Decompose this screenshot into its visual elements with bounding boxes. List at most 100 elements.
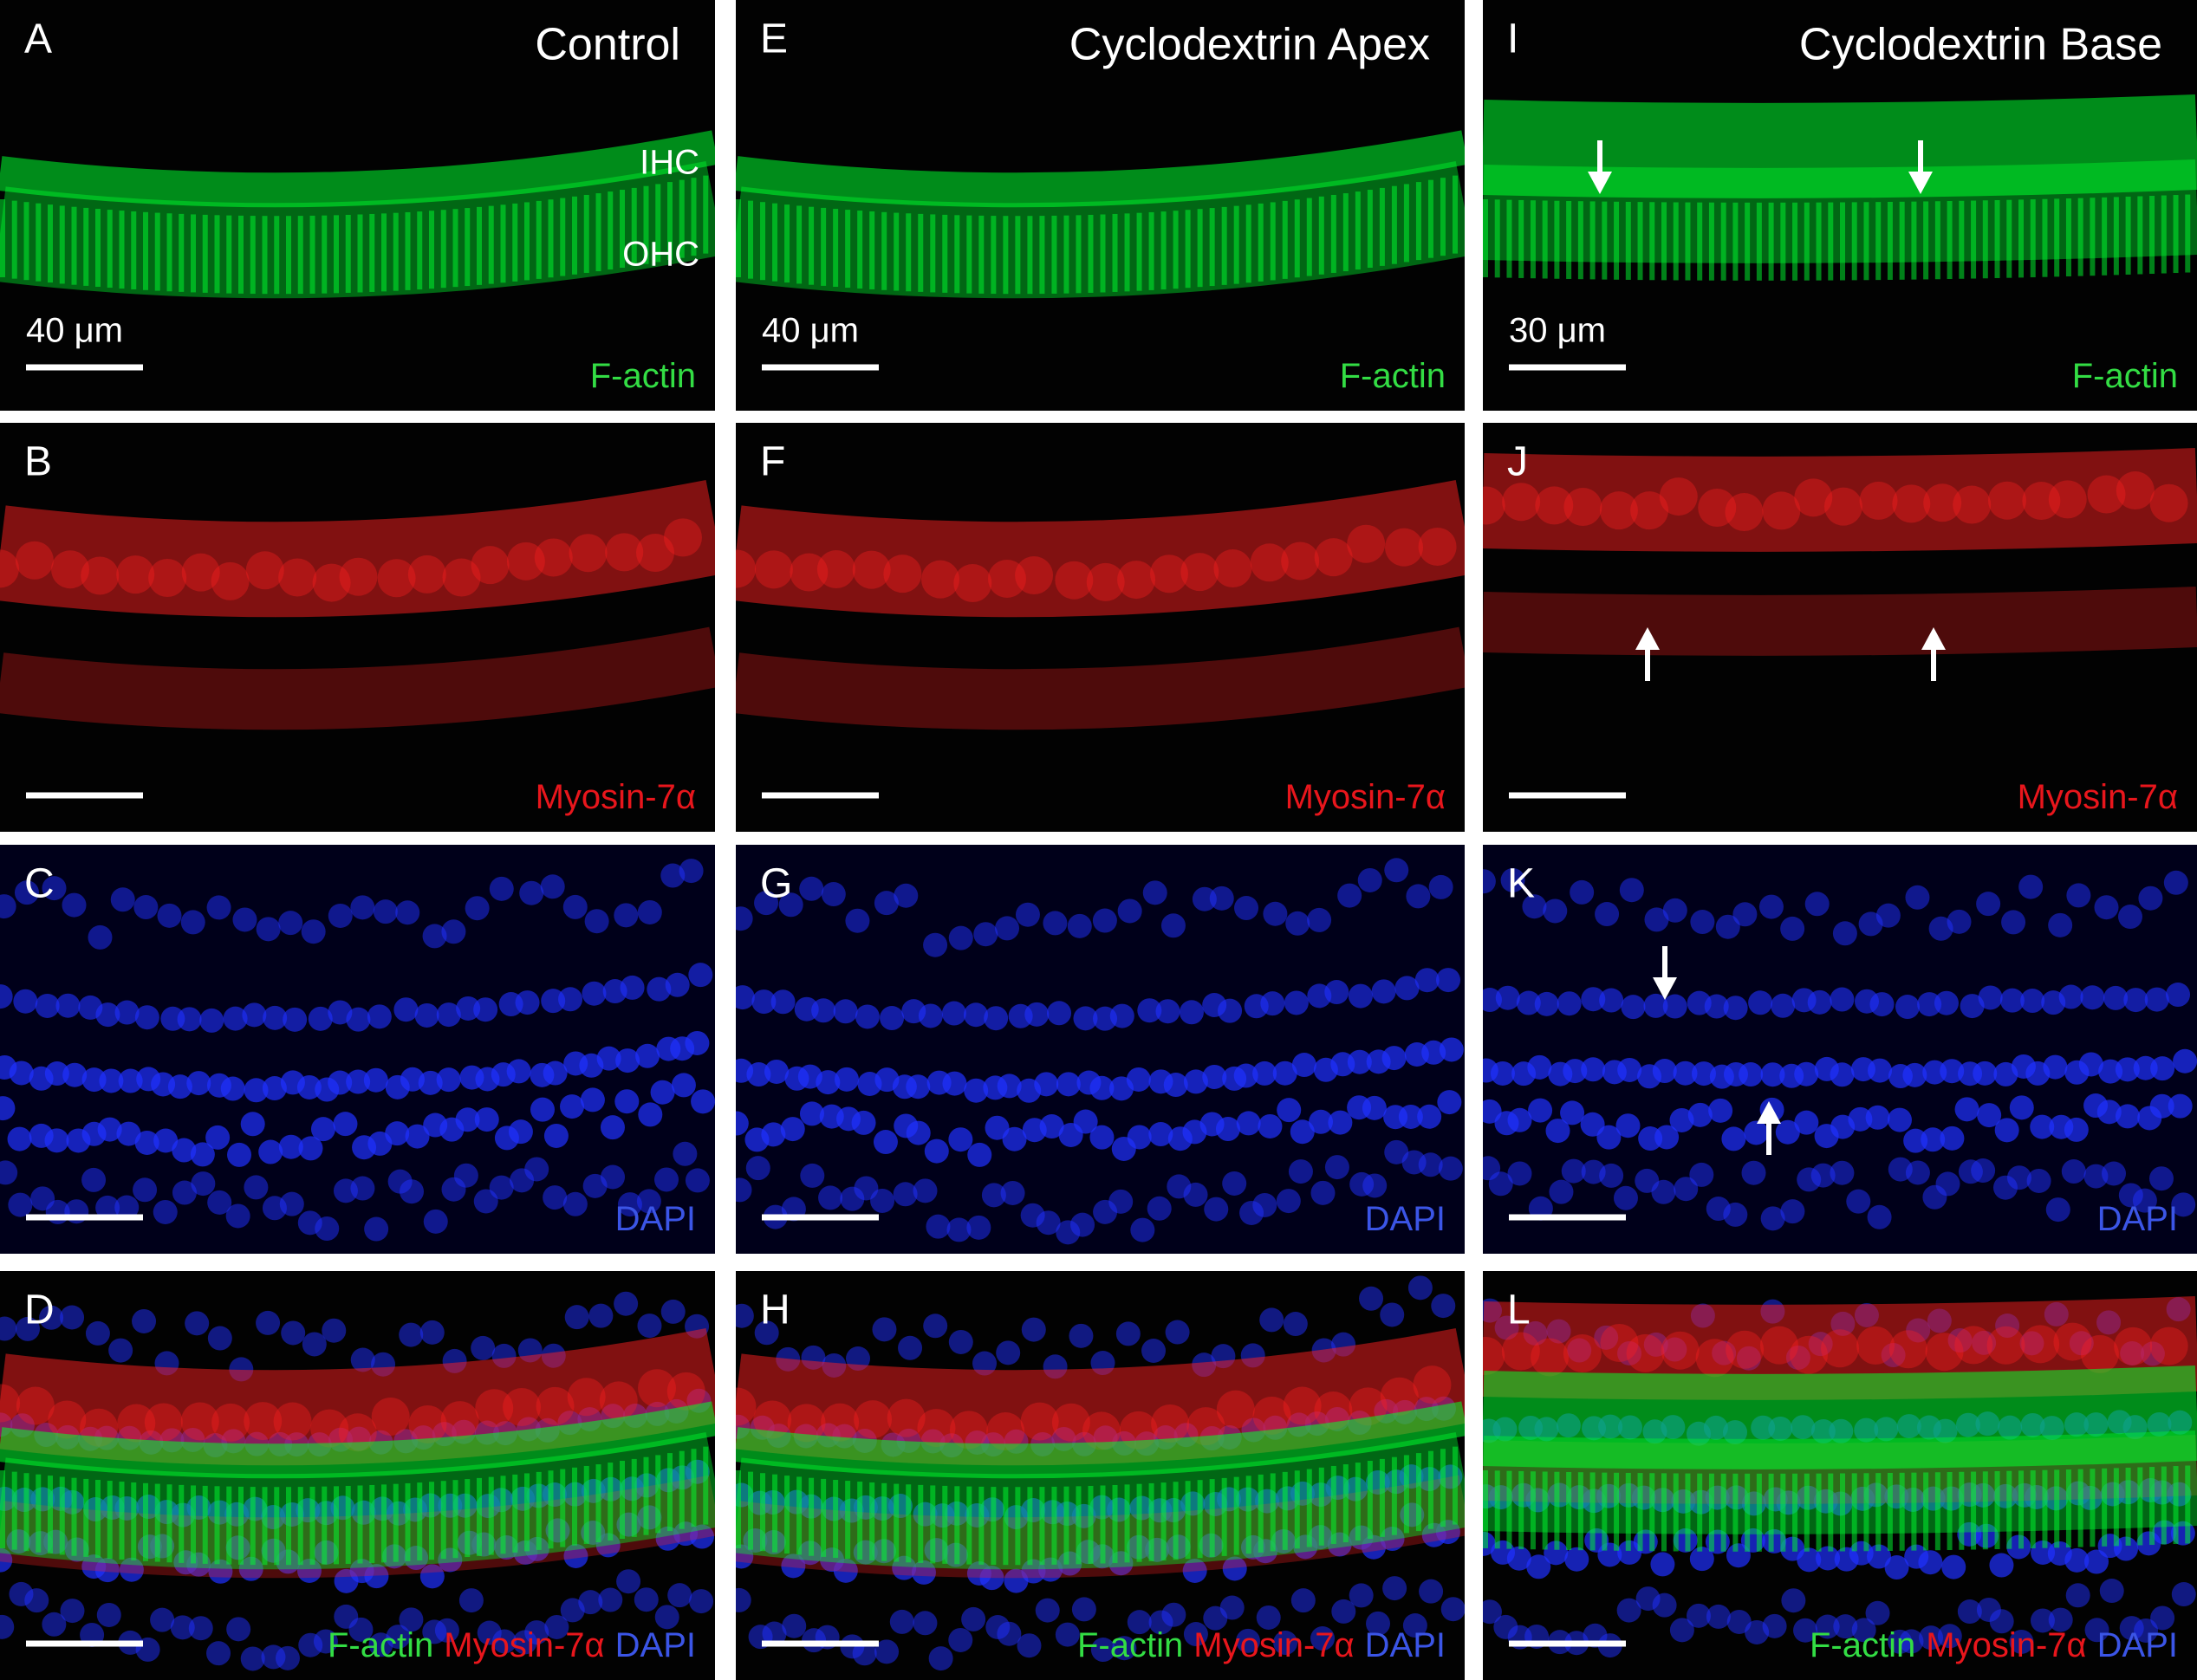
- stereocilia: [309, 215, 315, 294]
- cell-nucleus: [1362, 1534, 1387, 1560]
- stereocilia: [1100, 1485, 1106, 1564]
- cell-nucleus: [15, 541, 54, 580]
- stereocilia: [691, 1449, 697, 1528]
- channel-name: Myosin-7α: [1926, 1626, 2086, 1664]
- stereocilia: [465, 208, 471, 287]
- cell-nucleus: [1564, 1547, 1589, 1572]
- stereocilia: [1452, 175, 1458, 254]
- cell-nucleus: [1209, 885, 1234, 911]
- cell-nucleus: [405, 1124, 430, 1149]
- arrow-head: [1921, 627, 1946, 650]
- cell-nucleus: [1163, 1073, 1188, 1098]
- cell-nucleus: [754, 550, 793, 589]
- cell-nucleus: [524, 1620, 549, 1645]
- cell-nucleus: [691, 1089, 715, 1114]
- channel-label: Myosin-7α: [1285, 778, 1446, 816]
- cell-nucleus: [296, 1558, 322, 1583]
- cell-nucleus: [1222, 1556, 1247, 1581]
- cell-nucleus: [1867, 1204, 1892, 1229]
- stereocilia: [2006, 1470, 2012, 1549]
- panel-letter: B: [24, 439, 52, 485]
- stereocilia: [1971, 200, 1977, 279]
- tissue-band: [0, 626, 715, 730]
- cell-nucleus: [638, 1369, 677, 1408]
- stereocilia: [796, 1476, 803, 1555]
- stereocilia: [1720, 202, 1726, 281]
- stereocilia: [2065, 198, 2071, 276]
- image-panel: E Cyclodextrin Apex F-actin 40 μm: [736, 0, 1465, 411]
- cell-nucleus: [256, 1310, 281, 1335]
- cell-nucleus: [2171, 1582, 2196, 1607]
- cell-nucleus: [1830, 1160, 1855, 1185]
- cell-nucleus: [1775, 1119, 1800, 1145]
- cell-nucleus: [654, 1605, 679, 1630]
- cell-nucleus: [81, 556, 120, 595]
- stereocilia: [2054, 1469, 2060, 1548]
- cell-nucleus: [1002, 1126, 1027, 1151]
- cell-nucleus: [615, 1048, 640, 1074]
- stereocilia: [595, 1464, 601, 1543]
- cell-nucleus: [441, 919, 466, 944]
- cell-nucleus: [1276, 1189, 1301, 1214]
- cell-nucleus: [834, 1067, 859, 1092]
- cell-nucleus: [2009, 1629, 2034, 1654]
- scale-bar-label: 30 μm: [1509, 312, 1606, 350]
- stereocilia: [1355, 191, 1361, 270]
- stereocilia: [1720, 1473, 1726, 1552]
- cell-nucleus: [346, 1069, 371, 1094]
- cell-nucleus: [348, 1617, 374, 1642]
- cell-nucleus: [1108, 1189, 1134, 1214]
- stereocilia: [857, 211, 863, 289]
- stereocilia: [1828, 202, 1834, 281]
- cell-nucleus: [1236, 1111, 1261, 1136]
- cell-nucleus: [811, 998, 836, 1023]
- cell-nucleus: [584, 909, 609, 934]
- cell-nucleus: [1413, 1365, 1452, 1404]
- cell-nucleus: [918, 1003, 943, 1028]
- stereocilia: [583, 194, 589, 273]
- cell-nucleus: [736, 549, 757, 588]
- cell-nucleus: [736, 1303, 754, 1328]
- cell-nucleus: [399, 1607, 424, 1632]
- cell-nucleus: [2061, 1159, 2086, 1184]
- cell-nucleus: [833, 999, 858, 1024]
- cell-nucleus: [1440, 1597, 1465, 1622]
- cell-nucleus: [1947, 909, 1972, 934]
- stereocilia: [1614, 201, 1620, 280]
- cell-nucleus: [1644, 907, 1669, 932]
- stereocilia: [1258, 1474, 1264, 1553]
- stereocilia: [1294, 199, 1300, 278]
- cell-nucleus: [240, 1112, 265, 1137]
- cell-nucleus: [1234, 896, 1259, 921]
- cell-nucleus: [1561, 1158, 1586, 1184]
- stereocilia: [2077, 1469, 2083, 1547]
- cell-nucleus: [1528, 1098, 1553, 1123]
- cell-nucleus: [1284, 990, 1309, 1015]
- cell-nucleus: [458, 1588, 484, 1613]
- stereocilia: [966, 1486, 972, 1565]
- micrograph-bg: [736, 423, 1465, 832]
- cell-nucleus: [1015, 902, 1040, 927]
- panel-letter: F: [760, 439, 785, 485]
- cell-nucleus: [1978, 985, 2003, 1010]
- stereocilia: [560, 198, 566, 276]
- channel-label: Myosin-7α: [536, 778, 696, 816]
- channel-name: Myosin-7α: [444, 1626, 604, 1664]
- micrograph: [736, 1271, 1465, 1680]
- cell-nucleus: [1310, 1180, 1336, 1205]
- cell-nucleus: [1652, 1059, 1677, 1084]
- cell-nucleus: [1516, 990, 1541, 1015]
- stereocilia: [572, 1467, 577, 1546]
- stereocilia: [1685, 202, 1691, 281]
- cell-nucleus: [2094, 895, 2119, 920]
- channel-name: Myosin-7α: [1193, 1626, 1354, 1664]
- stereocilia: [667, 1453, 673, 1532]
- stereocilia: [214, 1486, 220, 1565]
- column-title: Cyclodextrin Apex: [1069, 20, 1430, 70]
- cell-nucleus: [310, 1409, 349, 1448]
- stereocilia: [1637, 202, 1643, 281]
- cell-nucleus: [1314, 538, 1353, 577]
- cell-nucleus: [2048, 1607, 2073, 1632]
- stereocilia: [1577, 1472, 1583, 1551]
